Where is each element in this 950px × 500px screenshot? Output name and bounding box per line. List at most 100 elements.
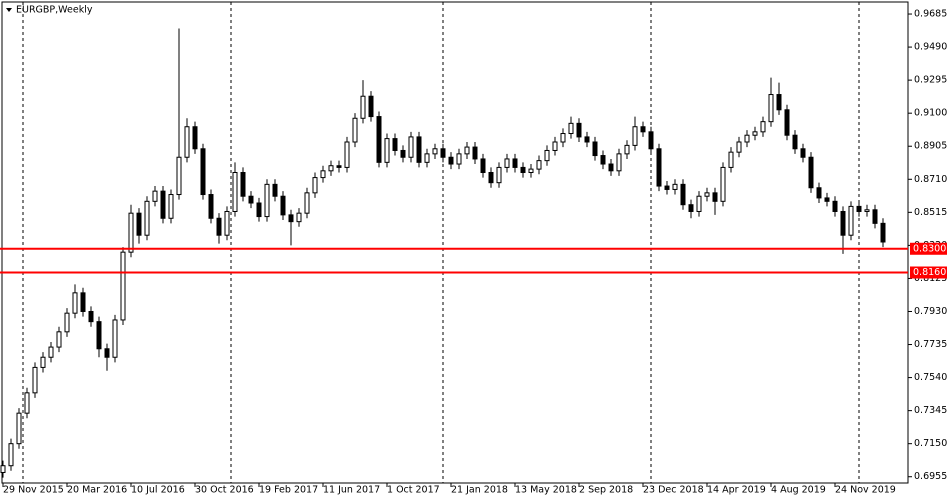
candle-body — [616, 153, 622, 172]
candle-body — [272, 183, 278, 197]
candle-body — [624, 144, 630, 155]
menu-triangle — [6, 8, 12, 12]
candle-body — [152, 190, 158, 202]
chart-title: EURGBP,Weekly — [16, 5, 93, 16]
y-tick-label: 0.7930 — [914, 306, 947, 317]
y-tick-label: 0.7150 — [914, 438, 947, 449]
candle-body — [112, 319, 118, 358]
candle-body — [568, 122, 574, 135]
candle-body — [472, 146, 478, 160]
candle-body — [512, 158, 518, 168]
candle-body — [384, 138, 390, 163]
candle-body — [544, 149, 550, 162]
candle-body — [760, 121, 766, 133]
candle-body — [248, 195, 254, 204]
candle-body — [424, 153, 430, 163]
candle-body — [576, 122, 582, 138]
candle-body — [8, 443, 14, 467]
x-tick-label: 19 Feb 2017 — [259, 485, 318, 496]
candle-body — [192, 126, 198, 150]
candle-body — [728, 151, 734, 168]
candle-body — [176, 156, 182, 196]
candle-body — [864, 209, 870, 212]
candle-body — [216, 217, 222, 236]
y-tick-label: 0.9685 — [914, 9, 947, 20]
candle-body — [240, 172, 246, 197]
candle-body — [712, 192, 718, 202]
candle-body — [696, 195, 702, 212]
y-tick-label: 0.6955 — [914, 471, 947, 482]
level-label: 0.8300 — [913, 243, 946, 254]
candle-body — [600, 155, 606, 165]
y-tick-label: 0.9490 — [914, 42, 947, 53]
candle-body — [504, 158, 510, 168]
candle-body — [584, 136, 590, 143]
candle-body — [656, 148, 662, 187]
candle-body — [312, 177, 318, 194]
candle-body — [360, 95, 366, 119]
candle-body — [368, 95, 374, 118]
candle-body — [400, 149, 406, 158]
candle-body — [680, 183, 686, 206]
candle-body — [376, 116, 382, 163]
candle-body — [280, 195, 286, 216]
candle-body — [40, 356, 46, 368]
x-tick-label: 24 Nov 2019 — [835, 485, 896, 496]
x-tick-label: 10 Jul 2016 — [131, 485, 185, 496]
candle-body — [768, 94, 774, 123]
candle-body — [608, 163, 614, 172]
candle-body — [88, 310, 94, 323]
candle-body — [840, 210, 846, 236]
candle-body — [0, 465, 6, 473]
candle-body — [104, 348, 110, 358]
x-tick-label: 2 Sep 2018 — [579, 485, 633, 496]
level-label-box — [910, 266, 947, 279]
candle-body — [440, 148, 446, 158]
candle-body — [48, 346, 54, 358]
candle-body — [32, 366, 38, 394]
candle-body — [288, 214, 294, 223]
candle-body — [64, 312, 70, 333]
y-tick-label: 0.8905 — [914, 141, 947, 152]
candle-body — [648, 131, 654, 150]
candle-body — [528, 168, 534, 174]
candle-body — [720, 166, 726, 202]
candle-body — [464, 146, 470, 155]
candle-body — [808, 156, 814, 189]
candle-body — [344, 141, 350, 168]
candle-body — [128, 212, 134, 253]
candle-body — [672, 183, 678, 190]
x-tick-label: 29 Nov 2015 — [3, 485, 64, 496]
candle-body — [80, 292, 86, 312]
candle-body — [408, 136, 414, 158]
x-tick-label: 4 Aug 2019 — [771, 485, 826, 496]
candle-body — [752, 131, 758, 136]
candle-body — [352, 117, 358, 143]
candle-body — [832, 200, 838, 212]
candle-body — [664, 185, 670, 190]
candle-body — [448, 156, 454, 165]
candle-body — [480, 158, 486, 174]
candle-body — [704, 192, 710, 197]
candle-body — [736, 141, 742, 153]
candle-body — [120, 251, 126, 321]
candle-body — [232, 172, 238, 212]
candle-body — [792, 134, 798, 150]
candle-body — [320, 170, 326, 179]
candle-body — [632, 126, 638, 146]
candle-body — [304, 192, 310, 214]
y-tick-label: 0.9295 — [914, 75, 947, 86]
x-tick-label: 20 Mar 2016 — [67, 485, 127, 496]
candle-body — [488, 172, 494, 184]
candle-body — [416, 136, 422, 163]
x-tick-label: 13 May 2018 — [515, 485, 577, 496]
candle-body — [856, 205, 862, 212]
candle-body — [520, 166, 526, 174]
candle-body — [328, 165, 334, 172]
candle-body — [816, 187, 822, 199]
candle-body — [16, 412, 22, 445]
candle-body — [784, 109, 790, 136]
candle-body — [552, 141, 558, 151]
candle-body — [536, 160, 542, 170]
candle-body — [96, 321, 102, 350]
